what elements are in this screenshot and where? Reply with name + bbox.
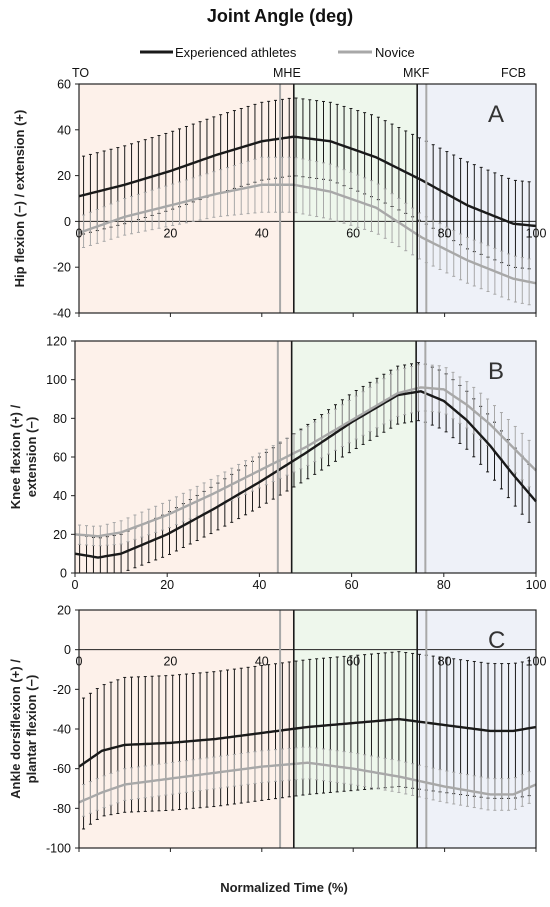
legend: Experienced athletes Novice (140, 45, 415, 60)
x-tick-label: 100 (526, 655, 547, 669)
x-tick-label: 80 (437, 578, 451, 592)
y-tick-label: 20 (57, 604, 71, 618)
y-tick-label: 20 (57, 169, 71, 183)
x-tick-label: 0 (76, 226, 83, 240)
y-tick-label: -20 (53, 261, 71, 275)
y-tick-label: -80 (53, 802, 71, 816)
x-tick-label: 60 (346, 655, 360, 669)
phase-region-3 (416, 341, 536, 573)
x-tick-label: 80 (438, 655, 452, 669)
y-axis-label-line: Ankle dorsiflexion (+) / (8, 659, 23, 799)
y-tick-label: 0 (64, 215, 71, 229)
phase-label-mkf: MKF (403, 66, 430, 80)
legend-label-novice: Novice (375, 45, 415, 60)
panel-a: -40 -20 0 20 40 60 0 20 40 60 80 100 A Hip flexion (−… (12, 78, 546, 321)
y-tick-label: -100 (46, 842, 71, 856)
x-tick-label: 20 (160, 578, 174, 592)
x-tick-label: 100 (526, 578, 547, 592)
y-tick-label: 80 (53, 412, 67, 426)
series-line-novice (78, 761, 537, 804)
y-axis-label: Knee flexion (+) /extension (−) (8, 404, 39, 509)
y-tick-label: 0 (64, 643, 71, 657)
y-tick-label: -40 (53, 307, 71, 321)
x-tick-label: 40 (255, 655, 269, 669)
panel-letter: A (488, 101, 504, 128)
y-axis-label: Hip flexion (−) / extension (+) (12, 110, 27, 288)
y-tick-label: -20 (53, 683, 71, 697)
phase-region-3 (417, 84, 536, 313)
legend-label-experienced: Experienced athletes (175, 45, 297, 60)
panel-b: 0 20 40 60 80 100 120 0 20 40 60 80 100 B Knee flexion… (8, 335, 546, 593)
series-line-experienced (78, 717, 537, 768)
y-tick-label: 40 (53, 489, 67, 503)
x-tick-label: 100 (526, 226, 547, 240)
y-axis-label: Ankle dorsiflexion (+) /plantar flexion … (8, 659, 39, 799)
phase-region-2 (293, 84, 418, 313)
series-line-novice (78, 183, 537, 285)
x-tick-label: 0 (72, 578, 79, 592)
panel-c: -100 -80 -60 -40 -20 0 20 0 20 40 60 80 100 C Ankle do… (8, 604, 546, 856)
y-axis-label-line: extension (−) (24, 417, 39, 498)
x-tick-label: 20 (163, 655, 177, 669)
y-tick-label: 20 (53, 528, 67, 542)
y-axis-label-line: plantar flexion (−) (24, 675, 39, 784)
series-line-novice (74, 386, 537, 538)
phase-label-fcb: FCB (501, 66, 526, 80)
x-tick-label: 40 (255, 226, 269, 240)
x-tick-label: 60 (345, 578, 359, 592)
y-tick-label: 40 (57, 123, 71, 137)
x-tick-label: 0 (76, 655, 83, 669)
panel-letter: B (488, 358, 504, 385)
plot-frame (78, 83, 537, 314)
x-axis-label: Normalized Time (%) (220, 880, 348, 895)
x-tick-label: 20 (163, 226, 177, 240)
x-tick-label: 40 (252, 578, 266, 592)
x-tick-label: 60 (346, 226, 360, 240)
figure-title: Joint Angle (deg) (207, 6, 353, 26)
phase-labels: TO MHE MKF FCB (72, 66, 526, 80)
phase-label-to: TO (72, 66, 89, 80)
panel-letter: C (488, 627, 505, 654)
y-tick-label: 60 (57, 78, 71, 92)
y-tick-label: 0 (60, 567, 67, 581)
y-tick-label: -40 (53, 723, 71, 737)
y-tick-label: -60 (53, 762, 71, 776)
y-tick-label: 120 (46, 335, 67, 349)
phase-region-2 (291, 341, 417, 573)
series-line-experienced (78, 135, 537, 228)
y-axis-label-line: Knee flexion (+) / (8, 404, 23, 509)
y-tick-label: 100 (46, 373, 67, 387)
x-tick-label: 80 (438, 226, 452, 240)
y-tick-label: 60 (53, 451, 67, 465)
series-line-experienced (74, 390, 537, 559)
phase-label-mhe: MHE (273, 66, 301, 80)
